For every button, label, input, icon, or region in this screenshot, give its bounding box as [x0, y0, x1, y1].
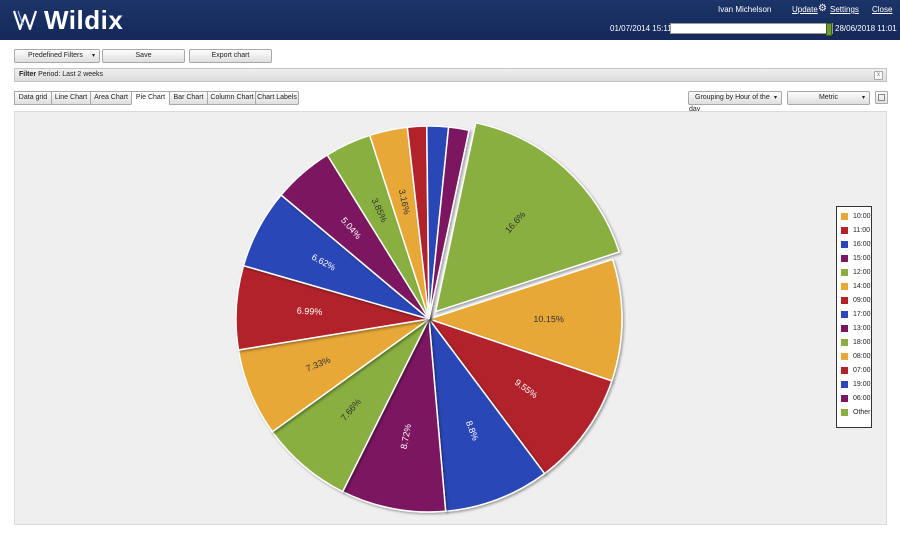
legend-label: 18:00: [853, 339, 871, 346]
legend-label: 17:00: [853, 311, 871, 318]
wildix-logo: Wildix: [12, 4, 124, 35]
legend-label: 08:00: [853, 353, 871, 360]
chevron-down-icon: ▾: [773, 95, 777, 101]
wildix-logo-icon: [12, 10, 38, 31]
grouping-label: Grouping by Hour of the day: [689, 94, 770, 113]
legend-swatch: [841, 353, 848, 360]
filter-title: Filter: [19, 71, 37, 78]
chevron-down-icon: ▾: [861, 95, 865, 101]
legend-item[interactable]: 07:00: [841, 366, 871, 376]
chart-legend: 10:00 11:00 16:00 15:00 12:00 14:00 09:00 17:00…: [836, 206, 872, 428]
legend-item[interactable]: Other: [841, 408, 871, 418]
tab-column-chart[interactable]: Column Chart: [207, 91, 257, 105]
legend-swatch: [841, 325, 848, 332]
date-to: 28/06/2018 11:01: [835, 24, 897, 33]
legend-item[interactable]: 08:00: [841, 352, 871, 362]
legend-item[interactable]: 13:00: [841, 324, 871, 334]
legend-label: 07:00: [853, 367, 871, 374]
timeline-handle[interactable]: [825, 23, 832, 36]
tab-bar-chart[interactable]: Bar Chart: [169, 91, 208, 105]
legend-swatch: [841, 409, 848, 416]
metric-dropdown[interactable]: Metric ▾: [787, 91, 870, 105]
legend-item[interactable]: 15:00: [841, 254, 871, 264]
chart-type-tabs: Data grid Line Chart Area Chart Pie Char…: [14, 91, 257, 105]
settings-link[interactable]: Settings: [830, 5, 859, 14]
tab-line-chart[interactable]: Line Chart: [51, 91, 91, 105]
date-from: 01/07/2014 15:11: [610, 24, 672, 33]
metric-label: Metric: [818, 94, 839, 101]
chart-area: 10.15% 9.55% 8.8% 8.72% 7.66% 7.33% 6.99% 6.62%…: [14, 111, 887, 525]
predefined-filters-dropdown[interactable]: Predefined Filters ▾: [14, 49, 100, 63]
legend-item[interactable]: 16:00: [841, 240, 871, 250]
grouping-dropdown[interactable]: Grouping by Hour of the day ▾: [688, 91, 782, 113]
pie-slice-10-00[interactable]: [426, 258, 623, 382]
legend-swatch: [841, 297, 848, 304]
legend-label: 14:00: [853, 283, 871, 290]
pie-data-label: 8.72%: [399, 423, 414, 450]
user-name: Ivan Michelson: [718, 5, 772, 14]
legend-swatch: [841, 283, 848, 290]
legend-item[interactable]: 14:00: [841, 282, 871, 292]
legend-swatch: [841, 367, 848, 374]
app-header: Wildix Ivan Michelson Update ⚙ Settings …: [0, 0, 900, 40]
pie-slice-06-00[interactable]: [428, 126, 470, 320]
legend-label: 10:00: [853, 213, 871, 220]
timeline-fill: [671, 24, 829, 33]
pie-data-label: 10.15%: [533, 314, 564, 324]
tab-pie-chart[interactable]: Pie Chart: [131, 91, 170, 105]
pie-slice-15-00[interactable]: [341, 316, 447, 513]
brand-name: Wildix: [44, 4, 124, 35]
legend-swatch: [841, 311, 848, 318]
legend-item[interactable]: 19:00: [841, 380, 871, 390]
legend-label: 06:00: [853, 395, 871, 402]
legend-item[interactable]: 10:00: [841, 212, 871, 222]
pie-data-label: 6.99%: [297, 306, 323, 317]
predefined-filters-label: Predefined Filters: [28, 52, 83, 59]
pie-slice-11-00[interactable]: [426, 317, 613, 475]
legend-swatch: [841, 339, 848, 346]
pie-slice-12-00[interactable]: [271, 318, 430, 493]
legend-label: 16:00: [853, 241, 871, 248]
filter-bar: Filter Period: Last 2 weeks x: [14, 68, 887, 82]
legend-item[interactable]: 06:00: [841, 394, 871, 404]
legend-item[interactable]: 12:00: [841, 268, 871, 278]
tab-data-grid[interactable]: Data grid: [14, 91, 52, 105]
legend-label: Other: [853, 409, 871, 416]
chart-labels-button[interactable]: Chart Labels: [255, 91, 299, 105]
chevron-down-icon: ▾: [91, 53, 95, 59]
export-chart-button[interactable]: Export chart: [189, 49, 272, 63]
tab-area-chart[interactable]: Area Chart: [90, 91, 132, 105]
legend-swatch: [841, 381, 848, 388]
legend-swatch: [841, 241, 848, 248]
legend-swatch: [841, 255, 848, 262]
legend-label: 12:00: [853, 269, 871, 276]
gear-icon[interactable]: ⚙: [818, 3, 827, 14]
legend-label: 19:00: [853, 381, 871, 388]
close-link[interactable]: Close: [872, 5, 893, 14]
pie-slice-16-00[interactable]: [428, 316, 546, 513]
legend-swatch: [841, 395, 848, 402]
legend-swatch: [841, 227, 848, 234]
expand-icon[interactable]: [875, 91, 888, 104]
pie-chart: 10.15%9.55%8.8%8.72%7.66%7.33%6.99%6.62%…: [235, 121, 623, 513]
legend-swatch: [841, 269, 848, 276]
legend-label: 11:00: [853, 227, 870, 234]
legend-label: 13:00: [853, 325, 871, 332]
legend-swatch: [841, 213, 848, 220]
period-timeline-slider[interactable]: [670, 23, 833, 36]
update-link[interactable]: Update: [792, 5, 818, 14]
legend-item[interactable]: 09:00: [841, 296, 871, 306]
legend-item[interactable]: 18:00: [841, 338, 871, 348]
pie-slice-other[interactable]: [434, 121, 621, 313]
save-button[interactable]: Save: [102, 49, 185, 63]
legend-item[interactable]: 17:00: [841, 310, 871, 320]
legend-label: 15:00: [853, 255, 871, 262]
legend-label: 09:00: [853, 297, 871, 304]
filter-description: Period: Last 2 weeks: [38, 71, 104, 78]
legend-item[interactable]: 11:00: [841, 226, 871, 236]
close-icon[interactable]: x: [874, 71, 883, 80]
